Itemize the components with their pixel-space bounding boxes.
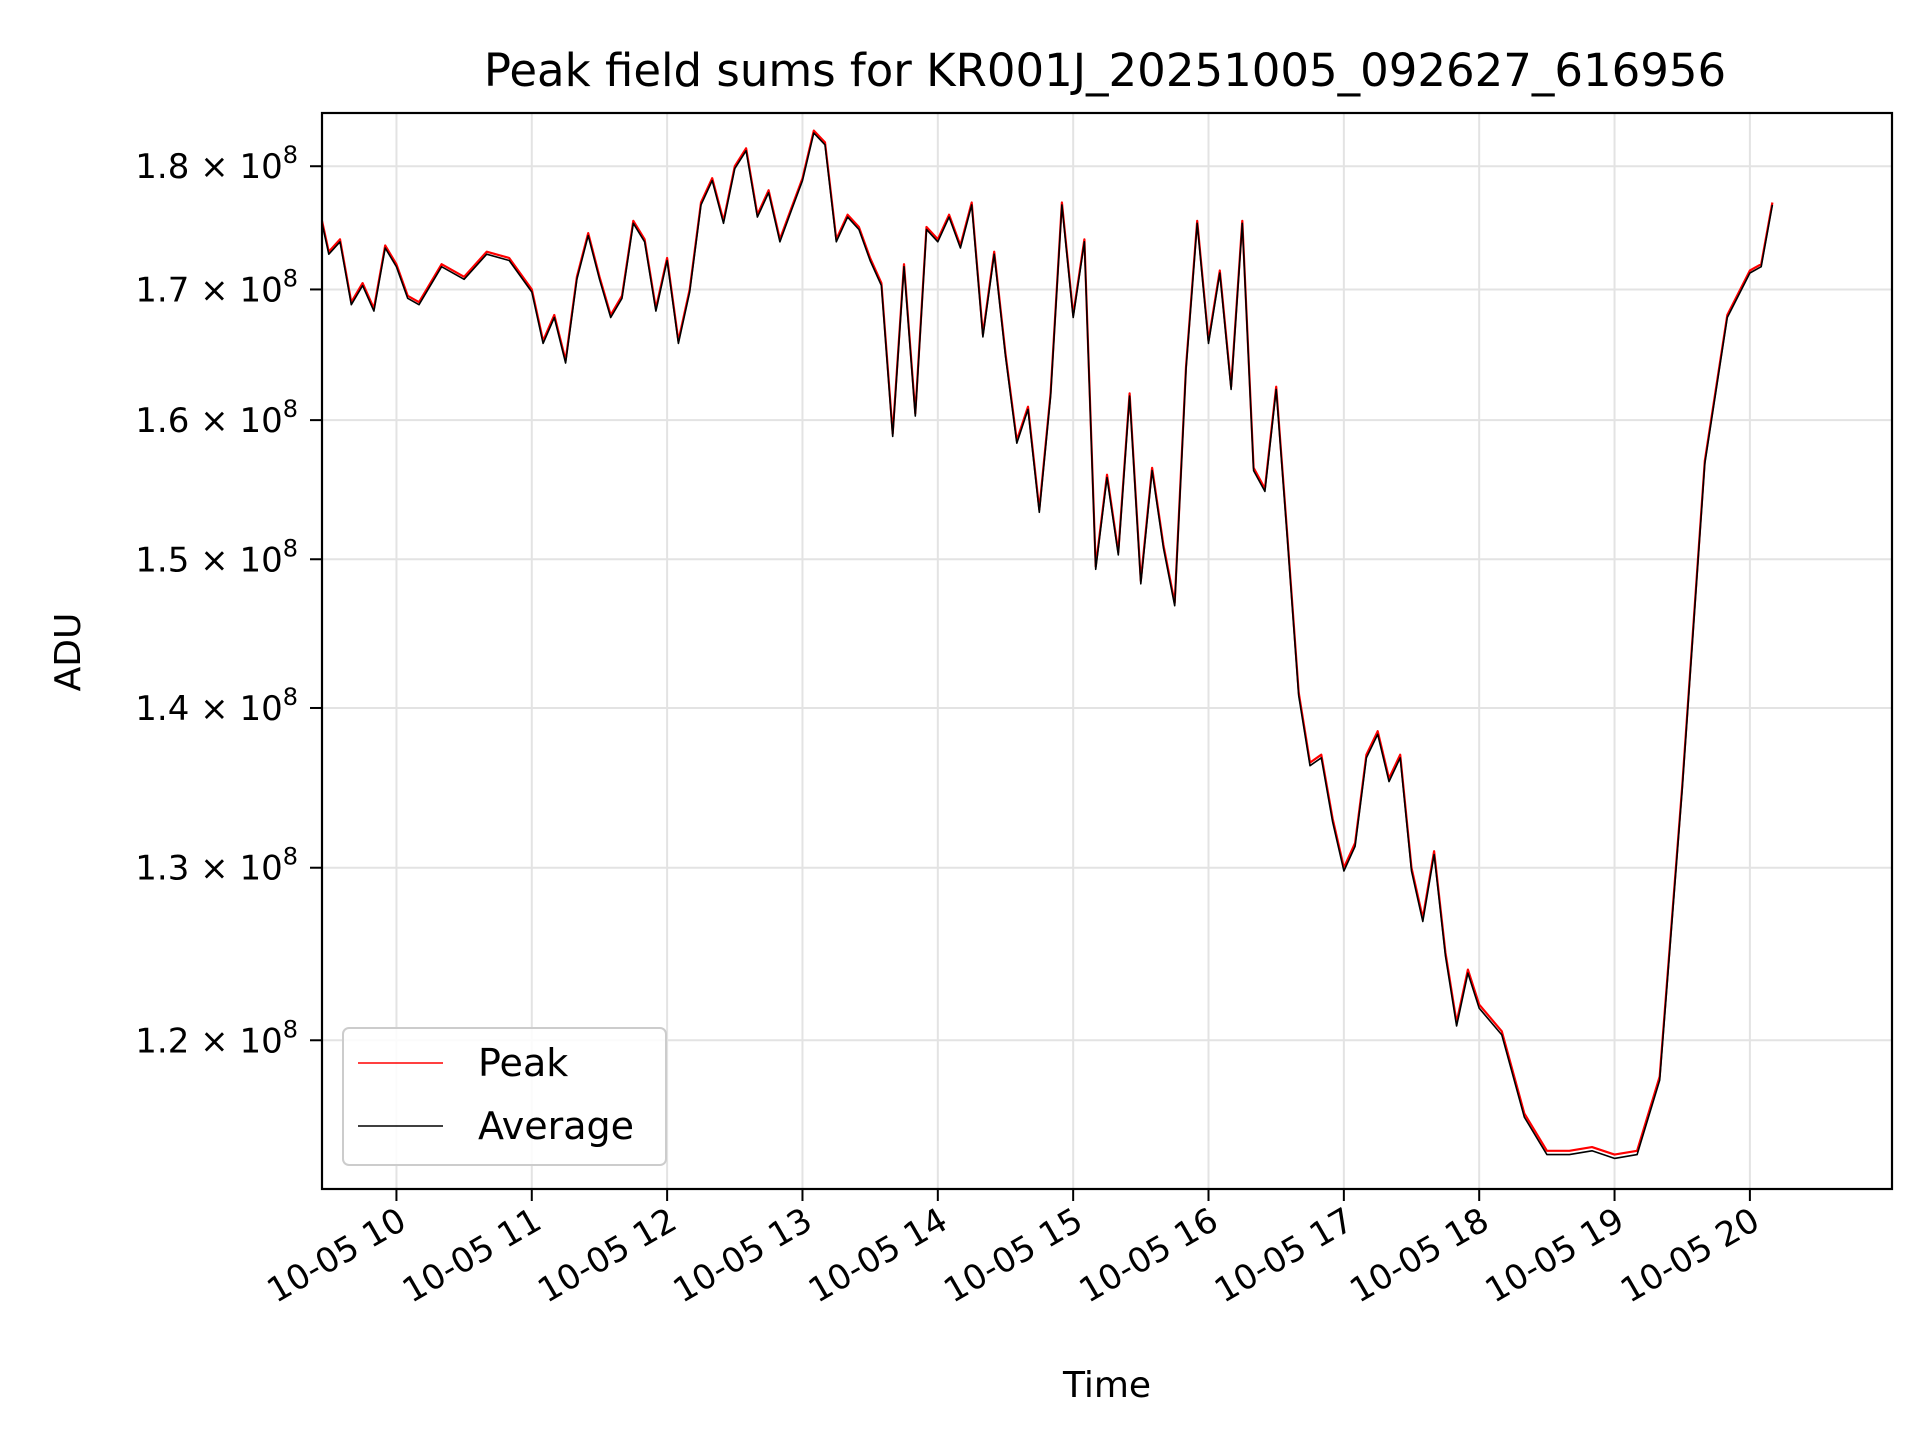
y-tick-label: 1.8 × 108 — [135, 141, 298, 187]
y-tick-label: 1.3 × 108 — [135, 843, 298, 889]
y-axis-ticks: 1.2 × 108 1.3 × 108 1.4 × 108 1.5 × 108 1.6 … — [135, 141, 322, 1061]
y-tick-label: 1.2 × 108 — [135, 1015, 298, 1061]
legend: Peak Average — [342, 1027, 667, 1166]
legend-label-average: Average — [478, 1104, 634, 1148]
plot-area-series — [320, 129, 1774, 1160]
y-axis-label: ADU — [48, 613, 89, 692]
plot-frame — [320, 111, 1894, 1191]
y-tick-label: 1.4 × 108 — [135, 683, 298, 729]
y-tick-label: 1.5 × 108 — [135, 534, 298, 580]
series-line-average — [321, 132, 1774, 1160]
y-tick-label: 1.7 × 108 — [135, 264, 298, 310]
x-axis-label: Time — [1062, 1365, 1151, 1406]
chart-title: Peak field sums for KR001J_20251005_0926… — [484, 44, 1726, 97]
legend-label-peak: Peak — [478, 1041, 568, 1085]
y-tick-label: 1.6 × 108 — [135, 395, 298, 441]
